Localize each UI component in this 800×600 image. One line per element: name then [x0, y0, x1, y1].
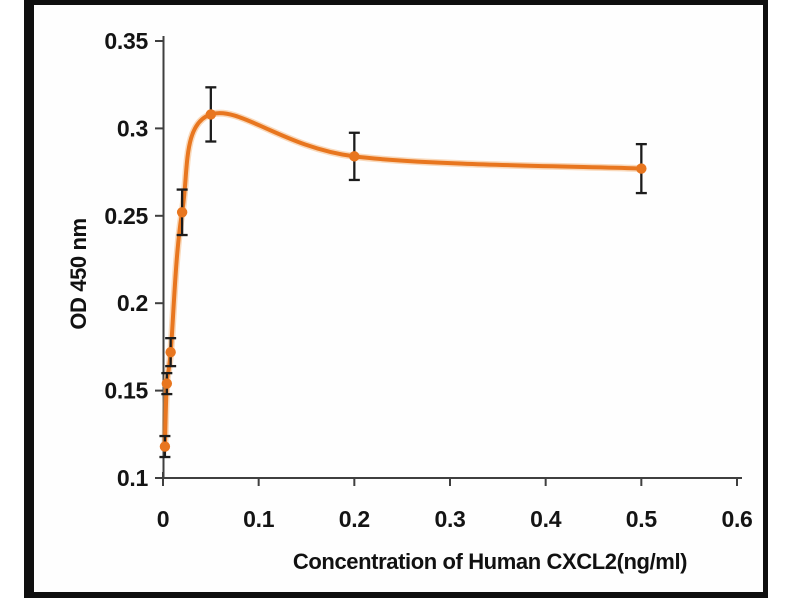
data-point-marker: [165, 346, 176, 358]
data-point-marker: [176, 207, 188, 218]
data-point-marker: [636, 163, 647, 174]
series-curve: [161, 109, 645, 451]
x-tick-label: 0.3: [434, 506, 465, 532]
data-point-marker: [349, 151, 360, 162]
photo-frame-border: [24, 0, 768, 598]
y-tick-label: 0.15: [104, 378, 148, 404]
x-tick-label: 0.6: [721, 506, 752, 532]
y-tick-label: 0.2: [117, 290, 148, 316]
x-axis-title: Concentration of Human CXCL2(ng/ml): [293, 549, 687, 574]
x-tick-label: 0.5: [626, 506, 658, 532]
x-tick-label: 0: [157, 506, 170, 532]
data-points: [159, 109, 647, 452]
x-tick-label: 0.1: [243, 506, 275, 532]
data-point-marker: [205, 109, 217, 120]
data-point-marker: [159, 441, 171, 452]
y-tick-label: 0.3: [117, 115, 148, 141]
y-axis-title: OD 450 nm: [66, 218, 91, 329]
x-tick-label: 0.2: [339, 506, 370, 532]
curve-halo: [161, 109, 645, 451]
tick-labels: 0.1 0.15 0.2 0.25 0.3 0.35 0 0.1 0.2 0.3 0.4 0.5 0.6: [104, 28, 752, 532]
error-bars: [159, 86, 647, 459]
data-point-marker: [161, 378, 173, 389]
y-tick-label: 0.25: [104, 203, 148, 229]
y-tick-label: 0.1: [117, 465, 149, 491]
y-tick-label: 0.35: [104, 28, 148, 54]
x-tick-label: 0.4: [530, 506, 562, 532]
axes: [155, 36, 742, 486]
